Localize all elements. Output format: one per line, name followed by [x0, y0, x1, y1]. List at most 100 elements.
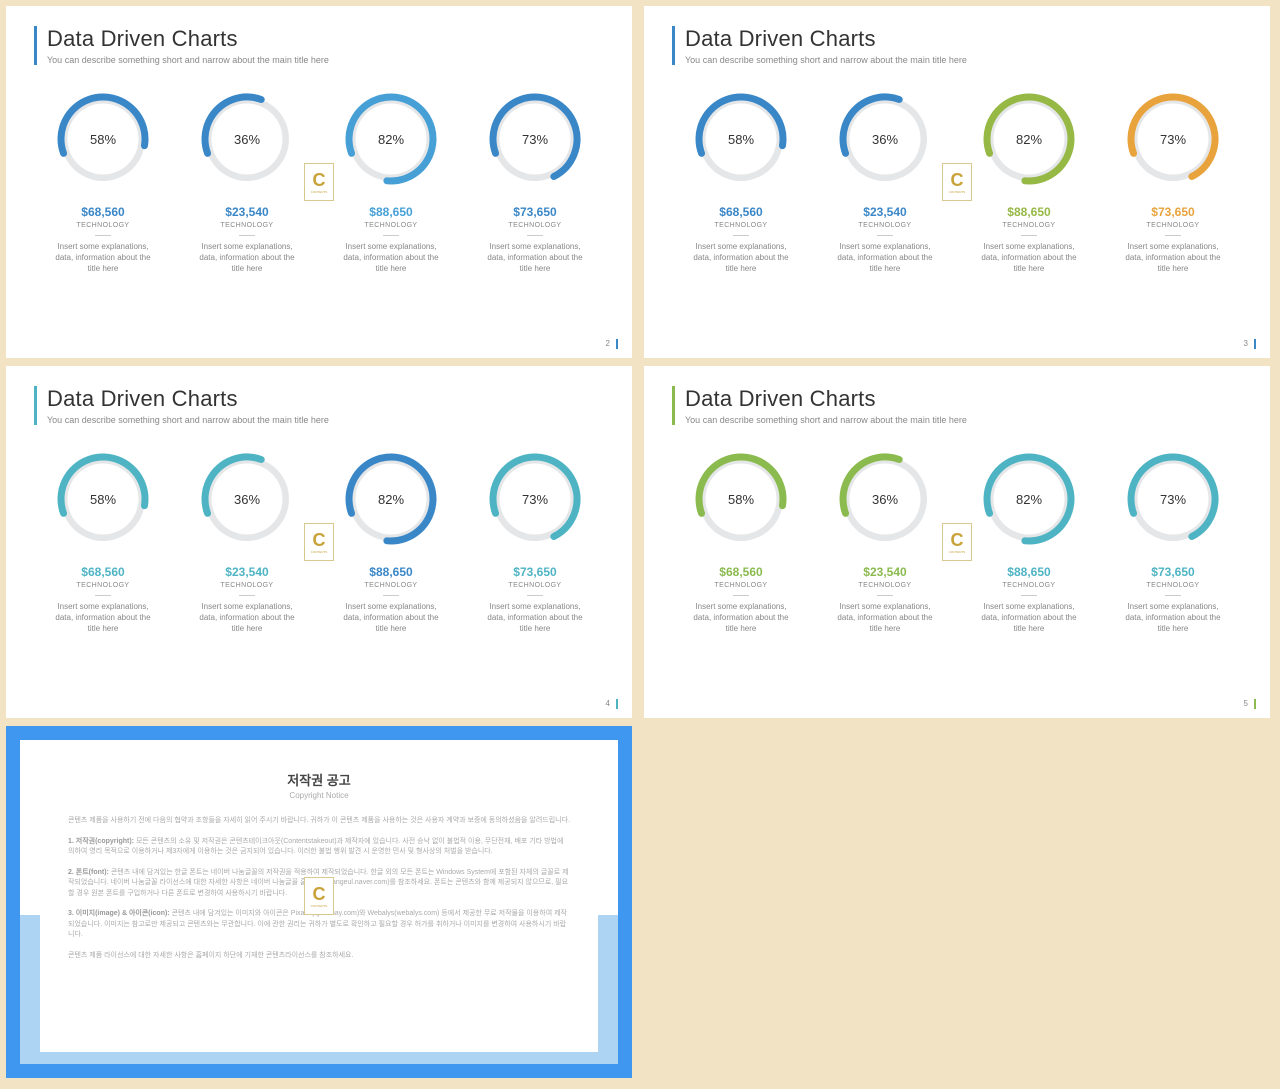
description: Insert some explanations,data, informati… [1108, 602, 1238, 634]
donut-chart: 82% [977, 447, 1081, 551]
donut-percent: 82% [339, 87, 443, 191]
category-label: TECHNOLOGY [1108, 222, 1238, 229]
donut-chart: 58% [51, 447, 155, 551]
divider [239, 235, 255, 236]
title-block: Data Driven Charts You can describe some… [34, 386, 604, 425]
chart-item: 73% $73,650 TECHNOLOGY Insert some expla… [470, 447, 600, 634]
slide-title: Data Driven Charts [685, 386, 1242, 412]
description: Insert some explanations,data, informati… [470, 602, 600, 634]
chart-item: 58% $68,560 TECHNOLOGY Insert some expla… [676, 87, 806, 274]
divider [239, 595, 255, 596]
category-label: TECHNOLOGY [182, 222, 312, 229]
watermark-logo: CCONTENTS [304, 877, 334, 915]
chart-item: 36% $23,540 TECHNOLOGY Insert some expla… [820, 87, 950, 274]
donut-percent: 82% [977, 447, 1081, 551]
copyright-paragraph: 콘텐츠 제품 라이선스에 대한 자세한 사항은 홈페이지 하단에 기재한 콘텐츠… [68, 951, 570, 962]
description: Insert some explanations,data, informati… [38, 242, 168, 274]
price-value: $88,650 [326, 205, 456, 219]
page-accent-bar [1254, 339, 1256, 349]
donut-chart: 36% [833, 447, 937, 551]
slide-title: Data Driven Charts [47, 26, 604, 52]
watermark-logo: CCONTENTS [304, 163, 334, 201]
divider [527, 235, 543, 236]
price-value: $73,650 [1108, 205, 1238, 219]
price-value: $68,560 [676, 205, 806, 219]
divider [95, 595, 111, 596]
category-label: TECHNOLOGY [676, 222, 806, 229]
chart-item: 58% $68,560 TECHNOLOGY Insert some expla… [676, 447, 806, 634]
donut-chart: 73% [1121, 447, 1225, 551]
donut-chart: 73% [1121, 87, 1225, 191]
slide-title: Data Driven Charts [685, 26, 1242, 52]
category-label: TECHNOLOGY [326, 222, 456, 229]
description: Insert some explanations,data, informati… [38, 602, 168, 634]
chart-item: 82% $88,650 TECHNOLOGY Insert some expla… [326, 87, 456, 274]
description: Insert some explanations,data, informati… [182, 242, 312, 274]
slide-subtitle: You can describe something short and nar… [47, 55, 604, 65]
price-value: $23,540 [820, 205, 950, 219]
category-label: TECHNOLOGY [470, 222, 600, 229]
donut-percent: 36% [195, 447, 299, 551]
description: Insert some explanations,data, informati… [470, 242, 600, 274]
price-value: $68,560 [676, 565, 806, 579]
description: Insert some explanations,data, informati… [326, 602, 456, 634]
price-value: $88,650 [964, 565, 1094, 579]
category-label: TECHNOLOGY [38, 582, 168, 589]
title-block: Data Driven Charts You can describe some… [672, 26, 1242, 65]
slide-subtitle: You can describe something short and nar… [47, 415, 604, 425]
price-value: $88,650 [326, 565, 456, 579]
donut-percent: 36% [833, 447, 937, 551]
copyright-paragraph: 콘텐츠 제품을 사용하기 전에 다음의 협약과 조항들을 자세히 읽어 주시기 … [68, 816, 570, 827]
donut-chart: 82% [339, 87, 443, 191]
divider [527, 595, 543, 596]
divider [1165, 235, 1181, 236]
copyright-title: 저작권 공고 [68, 770, 570, 789]
page-number: 4 [606, 699, 610, 708]
page-accent-bar [1254, 699, 1256, 709]
page-number: 5 [1244, 699, 1248, 708]
price-value: $68,560 [38, 565, 168, 579]
divider [733, 235, 749, 236]
category-label: TECHNOLOGY [964, 222, 1094, 229]
donut-chart: 82% [339, 447, 443, 551]
category-label: TECHNOLOGY [38, 222, 168, 229]
divider [1021, 595, 1037, 596]
category-label: TECHNOLOGY [820, 582, 950, 589]
chart-item: 73% $73,650 TECHNOLOGY Insert some expla… [1108, 447, 1238, 634]
watermark-logo: CCONTENTS [304, 523, 334, 561]
donut-percent: 73% [1121, 447, 1225, 551]
description: Insert some explanations,data, informati… [676, 602, 806, 634]
donut-percent: 58% [51, 447, 155, 551]
title-block: Data Driven Charts You can describe some… [34, 26, 604, 65]
description: Insert some explanations,data, informati… [820, 242, 950, 274]
donut-percent: 73% [483, 87, 587, 191]
chart-item: 58% $68,560 TECHNOLOGY Insert some expla… [38, 447, 168, 634]
category-label: TECHNOLOGY [676, 582, 806, 589]
page-number: 3 [1244, 339, 1248, 348]
donut-chart: 36% [833, 87, 937, 191]
category-label: TECHNOLOGY [820, 222, 950, 229]
donut-chart: 36% [195, 87, 299, 191]
donut-percent: 73% [1121, 87, 1225, 191]
donut-chart: 36% [195, 447, 299, 551]
divider [733, 595, 749, 596]
description: Insert some explanations,data, informati… [676, 242, 806, 274]
donut-chart: 58% [689, 447, 793, 551]
divider [95, 235, 111, 236]
slide: Data Driven Charts You can describe some… [6, 366, 632, 718]
chart-item: 82% $88,650 TECHNOLOGY Insert some expla… [964, 87, 1094, 274]
donut-percent: 58% [689, 447, 793, 551]
copyright-subtitle: Copyright Notice [68, 791, 570, 800]
title-block: Data Driven Charts You can describe some… [672, 386, 1242, 425]
price-value: $68,560 [38, 205, 168, 219]
donut-chart: 73% [483, 87, 587, 191]
slide-subtitle: You can describe something short and nar… [685, 415, 1242, 425]
copyright-paragraph: 1. 저작권(copyright): 모든 콘텐츠의 소유 및 저작권은 콘텐츠… [68, 837, 570, 858]
category-label: TECHNOLOGY [964, 582, 1094, 589]
chart-item: 82% $88,650 TECHNOLOGY Insert some expla… [964, 447, 1094, 634]
chart-item: 73% $73,650 TECHNOLOGY Insert some expla… [1108, 87, 1238, 274]
price-value: $23,540 [182, 565, 312, 579]
price-value: $73,650 [470, 565, 600, 579]
donut-percent: 73% [483, 447, 587, 551]
donut-percent: 82% [339, 447, 443, 551]
